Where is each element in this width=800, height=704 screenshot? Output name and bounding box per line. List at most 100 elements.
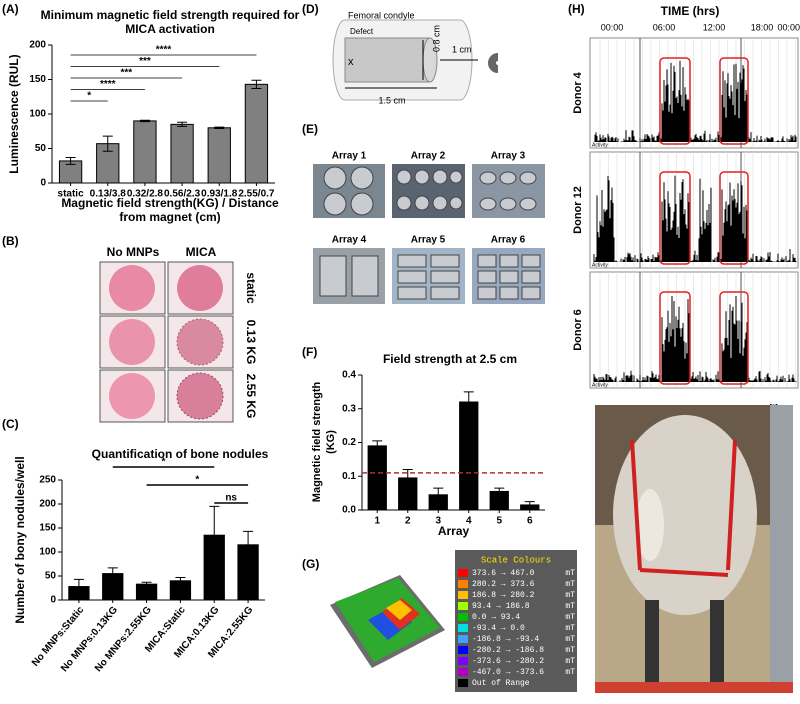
legend-unit: mT [565, 613, 575, 622]
actogram-frame [589, 151, 799, 269]
sheep-highlight [636, 489, 664, 561]
legend-swatch [458, 646, 468, 654]
activity-label: Activity [592, 142, 608, 148]
legend-swatch [458, 602, 468, 610]
significance-label: **** [156, 45, 172, 56]
legend-swatch [458, 569, 468, 577]
time-tick: 18:00 [751, 22, 774, 32]
legend-swatch [458, 624, 468, 632]
highlight-window [659, 57, 691, 145]
highlight-window [659, 291, 691, 385]
y-tick-label: 150 [39, 523, 56, 534]
y-tick-label: 200 [39, 499, 56, 510]
error-bar [372, 440, 383, 452]
legend-unit: mT [565, 635, 575, 644]
significance-label: *** [139, 56, 151, 67]
highlight-window [719, 57, 749, 145]
well [176, 372, 224, 420]
defect [344, 37, 431, 83]
panel-label: (H) [568, 2, 585, 16]
activity-label: Activity [592, 382, 608, 388]
x-tick-label: 2.55/0.7 [238, 189, 275, 200]
time-tick: 00:00 [601, 22, 624, 32]
panel-h: TIME (hrs) 00:00 06:00 12:00 18:00 00:00… [572, 4, 800, 389]
legend-unit: mT [565, 646, 575, 655]
array-label: Array 3 [491, 151, 526, 162]
well [109, 265, 155, 311]
diagram-label: 1 cm [452, 44, 472, 54]
error-bar [139, 119, 150, 123]
error-bar [433, 487, 444, 503]
legend-swatch [458, 679, 468, 687]
activity-trace [593, 60, 797, 142]
row-header: 2.55 KG [244, 374, 258, 419]
simulation-field [386, 600, 412, 620]
y-tick-label: 0 [40, 178, 46, 189]
diagram-label: 0.8 cm [431, 25, 441, 52]
bar [244, 83, 269, 184]
error-bar [402, 469, 413, 487]
well [109, 373, 155, 419]
bar [207, 127, 231, 184]
actogram-frame [589, 37, 799, 149]
legend-range: Out of Range [472, 679, 530, 688]
panel-e: Array 1 Array 2 Array 3 Array 4 Array 5 … [313, 151, 545, 304]
x-tick-label: 0.56/2.3 [164, 189, 201, 200]
y-axis-label: Luminescence (RUL) [7, 54, 21, 174]
legend-unit: mT [565, 591, 575, 600]
array-label: Array 4 [332, 235, 367, 246]
panel-d: Femoral condyle Defect x 0.8 cm 1 cm 1.5… [332, 10, 499, 105]
x-tick-label: 6 [527, 516, 533, 527]
x-tick-label: static [58, 189, 85, 200]
error-bar [65, 156, 76, 165]
panel-g: Scale Colours 373.6 → 467.0 mT 280.2 → 373… [322, 550, 577, 692]
array-label: Array 6 [491, 235, 526, 246]
legend-unit: mT [565, 624, 575, 633]
error-bar [251, 79, 262, 89]
legend-swatch [458, 591, 468, 599]
diagram-label: Defect [350, 27, 374, 36]
harness [630, 439, 737, 577]
panel-label: (D) [302, 2, 319, 16]
error-bar [494, 487, 505, 496]
significance-label: **** [100, 79, 116, 90]
donor-label: Donor 12 [572, 186, 584, 234]
row-header: 0.13 KG [244, 320, 258, 365]
y-tick-label: 150 [29, 74, 46, 85]
legend-swatch [458, 668, 468, 676]
significance-label: *** [120, 68, 132, 79]
y-tick-label: 50 [35, 143, 47, 154]
well [109, 319, 155, 365]
bar [170, 123, 194, 184]
significance-label: * [195, 475, 199, 486]
y-tick-label: 50 [45, 571, 57, 582]
sheep-leg [710, 600, 724, 682]
column-header: MICA [186, 245, 217, 259]
panel-label: (B) [2, 234, 19, 248]
y-tick-label: 0.0 [342, 505, 356, 516]
array-label: Array 1 [332, 151, 367, 162]
legend-range: 0.0 → 93.4 [472, 613, 520, 622]
legend-title: Scale Colours [481, 555, 551, 565]
x-tick-label: 0.32/2.8 [127, 189, 164, 200]
legend-range: 186.8 → 280.2 [472, 591, 535, 600]
x-tick-label: 2 [405, 516, 411, 527]
legend-range: -373.6 → -280.2 [472, 657, 544, 666]
x-tick-label: 3 [435, 516, 441, 527]
x-tick-label: 0.93/1.8 [201, 189, 238, 200]
chart-title: Field strength at 2.5 cm [382, 352, 518, 366]
legend-unit: mT [565, 580, 575, 589]
y-tick-label: 100 [29, 109, 46, 120]
legend-range: -186.8 → -93.4 [472, 635, 539, 644]
legend-swatch [458, 657, 468, 665]
error-bar [73, 578, 84, 595]
column-header: No MNPs [107, 245, 160, 259]
error-bar [102, 135, 113, 152]
well [176, 318, 224, 366]
array-photo [313, 164, 385, 218]
significance-label: * [87, 91, 91, 102]
error-bar [524, 501, 535, 509]
bar [367, 445, 387, 511]
legend-unit: mT [565, 657, 575, 666]
error-bar [175, 576, 186, 585]
